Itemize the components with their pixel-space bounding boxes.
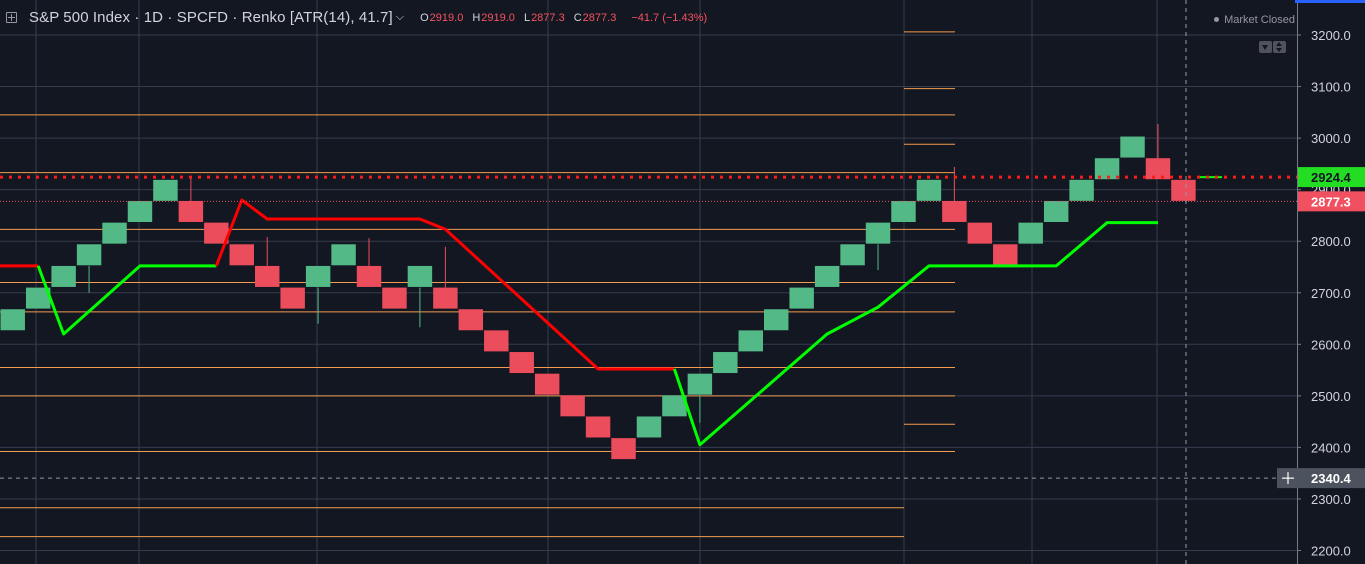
renko-brick (891, 200, 916, 222)
close-label: C (573, 11, 582, 24)
renko-brick (229, 244, 254, 266)
renko-brick (687, 373, 713, 395)
market-status-text: Market Closed (1224, 14, 1295, 26)
renko-brick (942, 200, 967, 222)
high-value: 2919.0 (481, 11, 515, 24)
chart-legend: S&P 500 Index · 1D · SPCFD · Renko [ATR(… (6, 9, 707, 26)
renko-brick (484, 330, 509, 352)
axis-tick-label: 2400.0 (1311, 440, 1351, 455)
open-value: 2919.0 (429, 11, 464, 24)
renko-brick (789, 287, 814, 309)
renko-brick (611, 438, 636, 460)
scale-auto-fit-button[interactable] (1273, 41, 1286, 53)
renko-brick (840, 244, 865, 266)
renko-brick (280, 287, 305, 309)
renko-brick (1094, 158, 1120, 180)
renko-brick (585, 416, 611, 438)
axis-tick-label: 2700.0 (1311, 286, 1351, 301)
close-value: 2877.3 (582, 11, 617, 24)
axis-tick-label: 2600.0 (1311, 337, 1351, 352)
axis-tick-label: 3200.0 (1311, 28, 1351, 43)
renko-brick (713, 352, 738, 374)
ohlc-high: H2919.0 (472, 12, 515, 24)
price-scale-buttons (1259, 41, 1286, 53)
toolbar-accent (1295, 0, 1365, 3)
crosshair-price-label: 2340.4 (1311, 471, 1352, 486)
renko-brick (127, 200, 153, 222)
renko-brick (1069, 179, 1094, 201)
renko-brick (560, 395, 585, 417)
renko-brick (153, 179, 178, 201)
crosshair-price-label-bg (1298, 468, 1365, 489)
renko-brick (814, 265, 840, 287)
renko-brick (51, 265, 76, 287)
renko-brick (458, 309, 484, 331)
legend-collapse-icon[interactable] (6, 12, 17, 23)
scale-menu-button[interactable] (1259, 41, 1272, 53)
line-price-label-bg (1298, 167, 1365, 188)
renko-brick (25, 287, 51, 309)
renko-brick (764, 309, 789, 331)
axis-tick-label: 2800.0 (1311, 234, 1351, 249)
renko-brick (1120, 136, 1145, 158)
supertrend-line (672, 221, 1158, 447)
supertrend-line (36, 264, 217, 336)
renko-brick (331, 244, 356, 266)
last-price-label: 2877.3 (1311, 194, 1351, 209)
renko-brick (433, 287, 458, 309)
renko-brick (993, 244, 1018, 266)
renko-brick (255, 265, 280, 287)
renko-brick (407, 265, 433, 287)
renko-brick (865, 222, 891, 244)
high-label: H (472, 11, 481, 24)
renko-brick (534, 373, 560, 395)
status-dot-icon (1214, 16, 1220, 22)
renko-brick (1145, 158, 1171, 180)
renko-brick (662, 395, 687, 417)
renko-brick (356, 265, 382, 287)
renko-brick (916, 179, 942, 201)
price-change: −41.7 (−1.43%) (631, 11, 708, 24)
renko-brick (305, 265, 331, 287)
low-label: L (523, 11, 531, 24)
symbol-title[interactable]: S&P 500 Index · 1D · SPCFD · Renko [ATR(… (29, 9, 393, 26)
chevron-down-icon[interactable]: ⌵ (395, 11, 405, 23)
renko-brick (178, 200, 204, 222)
ohlc-close: C2877.3 (574, 12, 617, 24)
low-value: 2877.3 (531, 11, 565, 24)
ohlc-low: L2877.3 (524, 12, 565, 24)
axis-tick-label: 2300.0 (1311, 492, 1351, 507)
renko-brick (0, 309, 25, 331)
renko-brick (1171, 179, 1196, 201)
line-price-label: 2924.4 (1311, 170, 1352, 185)
last-price-label-bg (1298, 191, 1365, 212)
axis-tick-label: 2500.0 (1311, 389, 1351, 404)
renko-brick (1043, 200, 1069, 222)
renko-brick (76, 244, 102, 266)
market-status: Market Closed (1214, 14, 1295, 26)
axis-tick-label: 2200.0 (1311, 544, 1351, 559)
renko-brick (738, 330, 763, 352)
renko-brick (509, 352, 534, 374)
open-label: O (420, 11, 429, 24)
renko-brick (102, 222, 127, 244)
supertrend-line (214, 198, 675, 371)
renko-brick (382, 287, 407, 309)
axis-tick-label: 3000.0 (1311, 131, 1351, 146)
renko-brick (636, 416, 662, 438)
renko-brick (1018, 222, 1043, 244)
renko-brick (204, 222, 229, 244)
renko-brick (967, 222, 993, 244)
axis-tick-label: 3100.0 (1311, 80, 1351, 95)
ohlc-open: O2919.0 (420, 12, 463, 24)
